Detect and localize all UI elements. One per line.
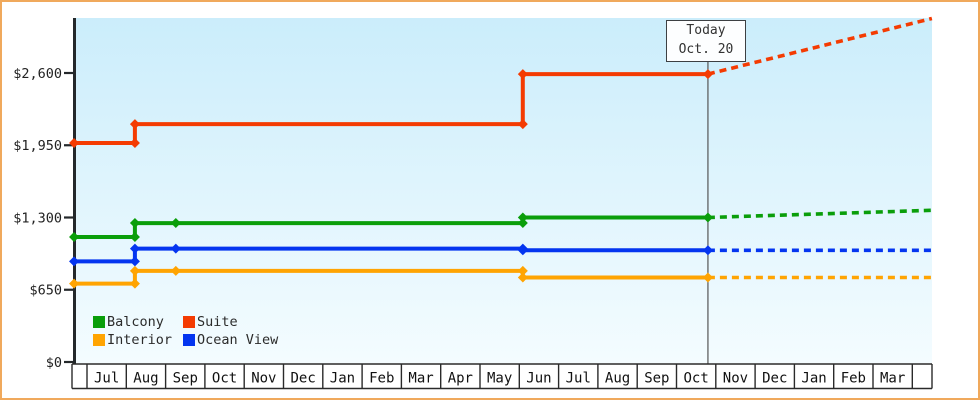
- month-label: Feb: [841, 371, 866, 387]
- legend-swatch-icon: [93, 316, 105, 328]
- legend-item-suite: Suite: [183, 314, 278, 330]
- y-tick-label: $0: [46, 355, 62, 371]
- month-label: Mar: [880, 371, 905, 387]
- data-point-balcony: [69, 231, 80, 242]
- month-label: Dec: [291, 371, 316, 387]
- month-label: Apr: [448, 371, 473, 387]
- today-annotation: Today Oct. 20: [666, 20, 746, 62]
- data-point-interior: [517, 272, 528, 283]
- legend-label: Suite: [197, 314, 238, 330]
- month-label: Oct: [212, 371, 237, 387]
- data-point-suite: [517, 69, 528, 80]
- month-label: Jul: [566, 371, 591, 387]
- month-label: Jun: [526, 371, 551, 387]
- legend: Balcony Suite Interior Ocean View: [93, 314, 278, 348]
- series-line-suite: [74, 72, 708, 145]
- data-point-suite: [702, 69, 713, 80]
- legend-swatch-icon: [183, 316, 195, 328]
- month-label: Sep: [644, 371, 669, 387]
- month-label: Jan: [330, 371, 355, 387]
- data-point-suite: [129, 138, 140, 149]
- data-point-ocean-view: [702, 245, 713, 256]
- month-label: Dec: [762, 371, 787, 387]
- y-tick-label: $650: [29, 283, 62, 299]
- data-point-ocean-view: [170, 243, 181, 254]
- data-point-balcony: [129, 231, 140, 242]
- data-point-balcony: [517, 212, 528, 223]
- month-label: Mar: [408, 371, 433, 387]
- month-label: Sep: [173, 371, 198, 387]
- data-point-balcony: [702, 212, 713, 223]
- month-label: Nov: [723, 371, 748, 387]
- legend-swatch-icon: [93, 334, 105, 346]
- data-point-interior: [702, 272, 713, 283]
- data-point-interior: [69, 278, 80, 289]
- month-label: Nov: [251, 371, 276, 387]
- y-tick-label: $2,600: [13, 66, 62, 82]
- data-point-ocean-view: [129, 256, 140, 267]
- month-label: Feb: [369, 371, 394, 387]
- month-label: Aug: [133, 371, 158, 387]
- month-label: Jan: [801, 371, 826, 387]
- month-label: May: [487, 371, 512, 387]
- data-point-interior: [170, 265, 181, 276]
- legend-label: Balcony: [107, 314, 164, 330]
- series-projection-suite: [707, 16, 933, 76]
- data-point-ocean-view: [69, 256, 80, 267]
- data-point-suite: [129, 119, 140, 130]
- month-label: Jul: [94, 371, 119, 387]
- today-label: Today: [686, 23, 726, 39]
- plot-area: [74, 18, 932, 363]
- data-point-ocean-view: [129, 243, 140, 254]
- series-projection-balcony: [707, 208, 932, 220]
- data-point-interior: [517, 265, 528, 276]
- data-point-interior: [129, 278, 140, 289]
- data-point-balcony: [517, 218, 528, 229]
- legend-label: Ocean View: [197, 332, 279, 348]
- legend-label: Interior: [107, 332, 173, 348]
- y-tick-label: $1,950: [13, 138, 62, 154]
- month-label: Oct: [684, 371, 709, 387]
- legend-item-balcony: Balcony: [93, 314, 183, 330]
- y-tick-label: $1,300: [13, 210, 62, 226]
- data-point-suite: [69, 138, 80, 149]
- legend-item-interior: Interior: [93, 332, 183, 348]
- legend-swatch-icon: [183, 334, 195, 346]
- month-label: Aug: [605, 371, 630, 387]
- data-point-ocean-view: [517, 245, 528, 256]
- today-date: Oct. 20: [678, 42, 734, 57]
- data-point-balcony: [129, 218, 140, 229]
- data-point-suite: [517, 119, 528, 130]
- data-point-interior: [129, 265, 140, 276]
- data-point-balcony: [170, 218, 181, 229]
- legend-item-ocean-view: Ocean View: [183, 332, 278, 348]
